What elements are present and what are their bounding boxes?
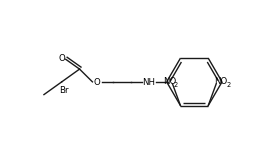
- Text: NH: NH: [142, 78, 155, 87]
- Text: Br: Br: [59, 86, 68, 95]
- Text: O: O: [94, 78, 101, 87]
- Text: 2: 2: [173, 82, 178, 88]
- Text: O: O: [58, 54, 65, 63]
- Text: NO: NO: [163, 77, 176, 86]
- Text: NO: NO: [214, 77, 228, 86]
- Text: 2: 2: [227, 82, 231, 88]
